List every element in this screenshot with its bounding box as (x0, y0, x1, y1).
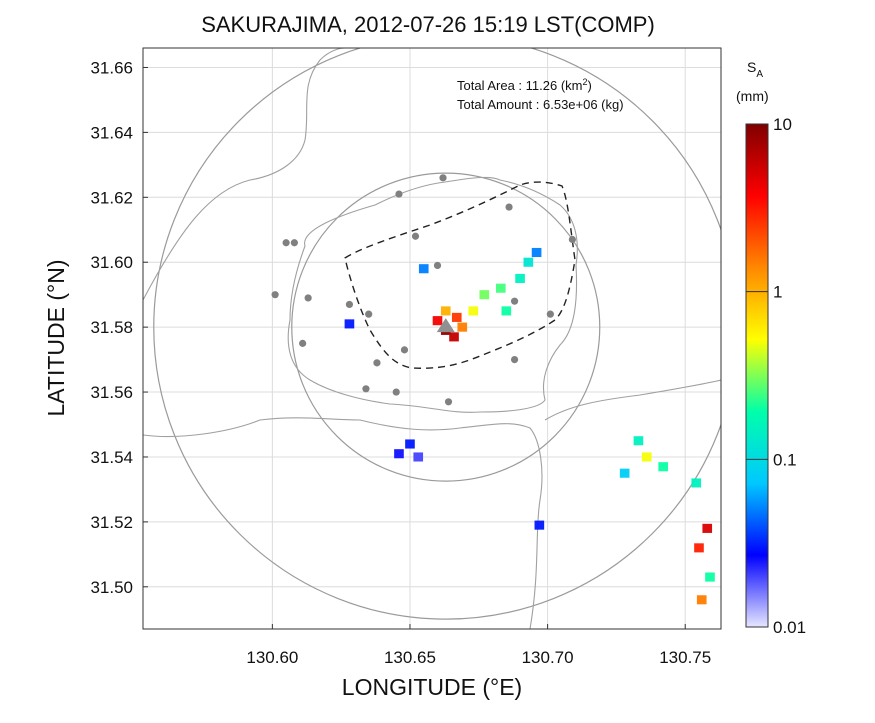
mainland-coastline-north (143, 48, 346, 301)
monitoring-station (510, 297, 519, 305)
ash-cell (344, 319, 355, 329)
ash-cell (619, 468, 630, 478)
ash-cell (432, 316, 443, 326)
ash-cell (468, 306, 479, 316)
ash-cell (501, 306, 512, 316)
colorbar-tick-label: 0.1 (773, 450, 797, 469)
ash-cell (696, 595, 707, 605)
total-area-label: Total Area : 11.26 (km (457, 78, 583, 93)
y-tick-label: 31.60 (90, 253, 133, 272)
vent-marker (436, 318, 455, 333)
monitoring-station (373, 359, 381, 367)
monitoring-station (395, 190, 403, 198)
range-ring-outer (153, 48, 721, 620)
x-axis-label: LONGITUDE (°E) (342, 674, 522, 700)
colorbar-tick-label: 10 (773, 115, 792, 134)
y-tick-label: 31.52 (90, 513, 133, 532)
ash-cell (495, 283, 506, 293)
colorbar: SA (mm) 10 1 0.1 0.01 (736, 59, 806, 637)
ash-cell (394, 449, 404, 459)
sakurajima-coastline (287, 176, 578, 413)
monitoring-station (304, 294, 312, 302)
range-ring-inner (291, 172, 601, 482)
ash-cell (440, 306, 451, 316)
ash-cell (523, 257, 534, 267)
monitoring-station (345, 300, 354, 309)
x-tick-label: 130.70 (522, 648, 574, 667)
y-tick-label: 31.56 (90, 383, 133, 402)
mainland-coastline-south (143, 417, 543, 629)
ash-cell (405, 439, 415, 449)
colorbar-ticks: 10 1 0.1 0.01 (746, 115, 806, 637)
monitoring-station (510, 355, 519, 364)
y-tick-label: 31.54 (90, 448, 133, 467)
plot-frame (142, 47, 722, 630)
colorbar-title: SA (747, 59, 763, 80)
y-tick-label: 31.64 (90, 123, 133, 142)
ash-cell (451, 312, 462, 322)
monitoring-station (546, 310, 554, 318)
plot-area (142, 47, 722, 630)
monitoring-station (271, 291, 279, 299)
monitoring-station (505, 203, 513, 211)
ash-cell (705, 572, 715, 582)
area-close-paren: ) (588, 78, 592, 93)
monitoring-station (365, 310, 373, 318)
monitoring-sector (344, 181, 576, 369)
monitoring-station (444, 398, 453, 406)
chart-title: SAKURAJIMA, 2012-07-26 15:19 LST(COMP) (201, 12, 655, 37)
plot-background (143, 48, 721, 629)
osumi-coastline (544, 379, 721, 421)
overlay-layer (271, 174, 576, 406)
ash-cell (418, 264, 429, 274)
ash-cell (658, 462, 669, 472)
x-axis-ticks: 130.60 130.65 130.70 130.75 (246, 624, 711, 667)
ash-cell (633, 436, 644, 446)
ash-cell (531, 247, 542, 258)
y-axis-label: LATITUDE (°N) (43, 260, 69, 417)
y-tick-label: 31.58 (90, 318, 133, 337)
monitoring-station (433, 261, 442, 270)
ash-cell (457, 322, 468, 332)
ash-cell (479, 290, 490, 300)
monitoring-station (439, 174, 447, 182)
monitoring-station (299, 339, 307, 347)
x-tick-label: 130.65 (384, 648, 436, 667)
monitoring-station (400, 346, 409, 354)
ash-cell (691, 478, 702, 488)
ash-cell (534, 520, 545, 530)
ash-cell (449, 332, 459, 342)
monitoring-station (568, 235, 576, 244)
colorbar-title-sub: A (756, 69, 763, 80)
y-tick-label: 31.50 (90, 578, 133, 597)
total-amount-text: Total Amount : 6.53e+06 (kg) (457, 97, 624, 112)
colorbar-unit: (mm) (736, 88, 769, 104)
colorbar-tick-label: 0.01 (773, 618, 806, 637)
info-box: Total Area : 11.26 (km2) Total Amount : … (457, 77, 624, 112)
area-superscript: 2 (583, 77, 588, 87)
monitoring-station (392, 388, 400, 396)
grid-lines (143, 48, 721, 629)
total-area-text: Total Area : 11.26 (km2) (457, 77, 592, 93)
ash-cell (641, 452, 652, 462)
monitoring-station (290, 239, 298, 247)
y-tick-label: 31.62 (90, 188, 133, 207)
y-tick-label: 31.66 (90, 58, 133, 77)
ash-cell (515, 273, 525, 283)
monitoring-station (362, 385, 370, 393)
x-tick-label: 130.75 (659, 648, 711, 667)
basemap-layer (143, 48, 721, 629)
colorbar-gradient (745, 123, 769, 628)
ash-cell (694, 543, 704, 553)
ash-cell (413, 452, 424, 462)
monitoring-station (411, 232, 420, 240)
colorbar-tick-label: 1 (773, 283, 782, 302)
colorbar-title-main: S (747, 59, 756, 75)
x-tick-label: 130.60 (246, 648, 298, 667)
monitoring-station (282, 239, 290, 247)
y-axis-ticks: 31.50 31.52 31.54 31.56 31.58 31.60 31.62 31.64… (90, 58, 148, 597)
ash-cell (702, 523, 713, 533)
